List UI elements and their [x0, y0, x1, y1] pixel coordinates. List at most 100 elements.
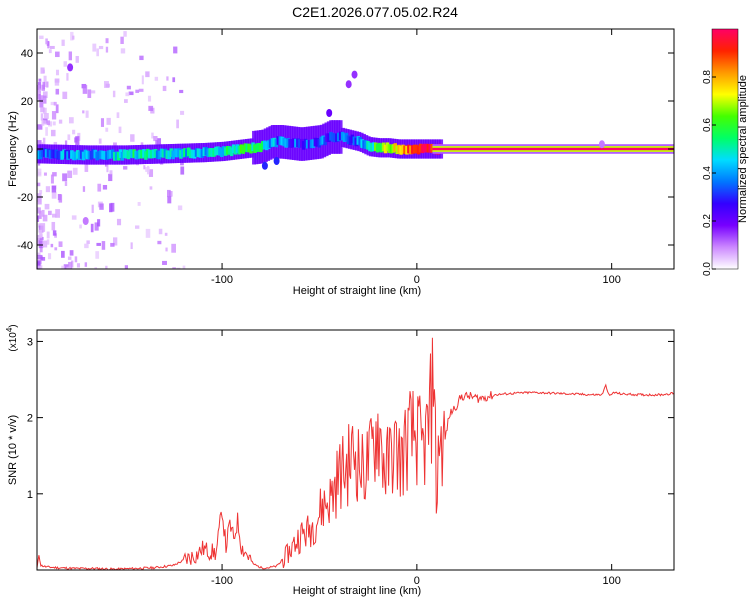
spectrogram-ridge-cell — [62, 149, 66, 159]
snr-marks — [37, 337, 674, 570]
spectrogram-ridge-cell — [149, 149, 154, 159]
spectrogram-noise-cell — [153, 136, 158, 142]
spectrogram-ridge-cell — [72, 151, 76, 161]
spectrogram-noise-cell — [94, 267, 98, 269]
spectrogram-noise-cell — [42, 240, 48, 248]
spectrogram-ridge-cell — [134, 150, 138, 160]
spectrogram-ridge-cell — [411, 145, 415, 154]
spectrogram-noise-cell — [55, 51, 60, 58]
spectrogram-ridge-cell — [60, 151, 64, 160]
colorbar-frame — [711, 28, 739, 270]
spectrogram-noise-cell — [46, 231, 50, 239]
spectrogram-noise-cell — [58, 194, 63, 203]
spectrogram-noise-cell — [40, 107, 45, 113]
spectrogram-ridge-cell — [243, 143, 247, 153]
spectrogram-noise-cell — [39, 246, 43, 253]
spectrogram-noise-cell — [157, 240, 162, 245]
spectrogram-noise-cell — [162, 85, 167, 92]
spectrogram-noise-cell — [72, 35, 75, 40]
spectrogram-ridge-cell — [282, 137, 286, 147]
spectrogram-ridge-cell — [391, 144, 396, 153]
colorbar-label: Normalized spectral amplitude — [737, 75, 749, 223]
spectrogram-noise-cell — [46, 268, 51, 269]
spectrogram-ridge-cell — [266, 140, 271, 150]
spectrogram-noise-cell — [113, 142, 117, 148]
spectrogram-noise-cell — [63, 264, 69, 269]
spectrogram-noise-cell — [169, 191, 173, 197]
spectrogram-ridge-cell — [138, 149, 142, 159]
spectrogram-ridge-cell — [173, 148, 177, 158]
spectrogram-noise-cell — [43, 107, 47, 114]
spectrogram-ridge-cell — [274, 138, 279, 148]
spectrogram-feature — [82, 217, 89, 225]
colorbar-ticks: 0.0 0.2 0.4 0.6 0.8 — [702, 28, 739, 276]
spectrogram-ridge-cell — [64, 150, 68, 159]
spectrogram-ridge-cell — [153, 149, 158, 158]
spectrogram-ridge-cell — [97, 150, 101, 160]
spectrogram-noise-cell — [109, 203, 113, 213]
colorbar-tick-label: 0.4 — [702, 166, 713, 180]
spectrogram-ridge-cell — [401, 144, 405, 154]
spectrogram-ridge-cell — [395, 145, 399, 155]
spectrogram-noise-cell — [105, 38, 109, 44]
spectrogram-ridge-cell — [128, 149, 133, 158]
spectrogram-ridge-cell — [124, 149, 129, 159]
spectrogram-ridge-cell — [327, 133, 331, 142]
spectrogram-ridge-cell — [116, 151, 121, 161]
spectrogram-ridge-cell — [99, 150, 103, 159]
spectrogram-noise-cell — [148, 105, 154, 111]
spectrogram-ridge-cell — [366, 141, 370, 150]
spectrogram-noise-cell — [50, 129, 56, 137]
spectrogram-noise-cell — [148, 169, 154, 177]
spectrogram-ridge-cell — [83, 149, 88, 159]
snr-frame — [36, 329, 675, 571]
spectrogram-noise-cell — [55, 104, 59, 114]
spectrogram-noise-cell — [38, 88, 41, 94]
snr-axes: -100 0 100 1 2 3 — [27, 330, 674, 587]
spectrogram-ridge-cell — [107, 150, 111, 159]
spectrogram-ridge-cell — [364, 140, 368, 149]
spectrogram-noise-cell — [177, 205, 183, 211]
spectrogram-noise-cell — [123, 31, 127, 37]
spectrogram-noise-cell — [45, 127, 48, 136]
spectrogram-noise-cell — [135, 225, 140, 229]
spectrogram-noise-cell — [147, 95, 152, 102]
spectrogram-ridge-cell — [290, 139, 294, 148]
spectrogram-ridge-cell — [346, 135, 351, 145]
spectrogram-noise-cell — [116, 112, 120, 119]
colorbar-tick-label: 0.2 — [702, 214, 713, 228]
colorbar: 0.0 0.2 0.4 0.6 0.8 Normalized spectral ampl… — [702, 28, 749, 276]
spectrogram-ridge-cell — [342, 133, 347, 142]
spectrogram-ridge-cell — [188, 149, 193, 159]
spectrogram-noise-cell — [110, 242, 115, 247]
snr-y-tick-label: 2 — [27, 413, 33, 425]
spectrogram-ridge-cell — [372, 142, 376, 151]
spectrogram-ridge-cell — [198, 149, 203, 158]
spectrogram-ridge-cell — [140, 149, 144, 159]
spectrogram-noise-cell — [68, 261, 73, 269]
spectrogram-noise-cell — [151, 132, 154, 139]
spectrogram-ridge-cell — [194, 148, 199, 157]
spectrogram-ridge-cell — [350, 134, 355, 144]
spectrogram-noise-cell — [37, 254, 43, 259]
spectrogram-y-tick-label: 40 — [21, 48, 33, 60]
spectrogram-noise-cell — [39, 99, 44, 108]
spectrogram-ridge-cell — [38, 150, 43, 160]
spectrogram-noise-cell — [135, 89, 140, 93]
spectrogram-noise-cell — [39, 268, 43, 269]
spectrogram-ridge-cell — [303, 138, 308, 148]
spectrogram-noise-cell — [68, 117, 74, 124]
spectrogram-noise-cell — [84, 163, 89, 172]
spectrogram-noise-cell — [112, 90, 116, 98]
spectrogram-noise-cell — [49, 45, 55, 49]
spectrogram-ridge-cell — [208, 147, 212, 157]
spectrogram-noise-cell — [124, 265, 128, 269]
spectrogram-ridge-cell — [368, 142, 372, 152]
spectrogram-ridge-cell — [48, 150, 53, 159]
snr-x-axis-label: Height of straight line (km) — [293, 585, 421, 597]
spectrogram-flat-band-core — [432, 147, 674, 151]
spectrogram-panel: -100 0 100 -40 -20 0 20 40 Height of straight l… — [7, 28, 675, 297]
spectrogram-ridge-cell — [319, 136, 323, 146]
spectrogram-noise-cell — [47, 253, 52, 260]
spectrogram-noise-cell — [50, 174, 54, 184]
